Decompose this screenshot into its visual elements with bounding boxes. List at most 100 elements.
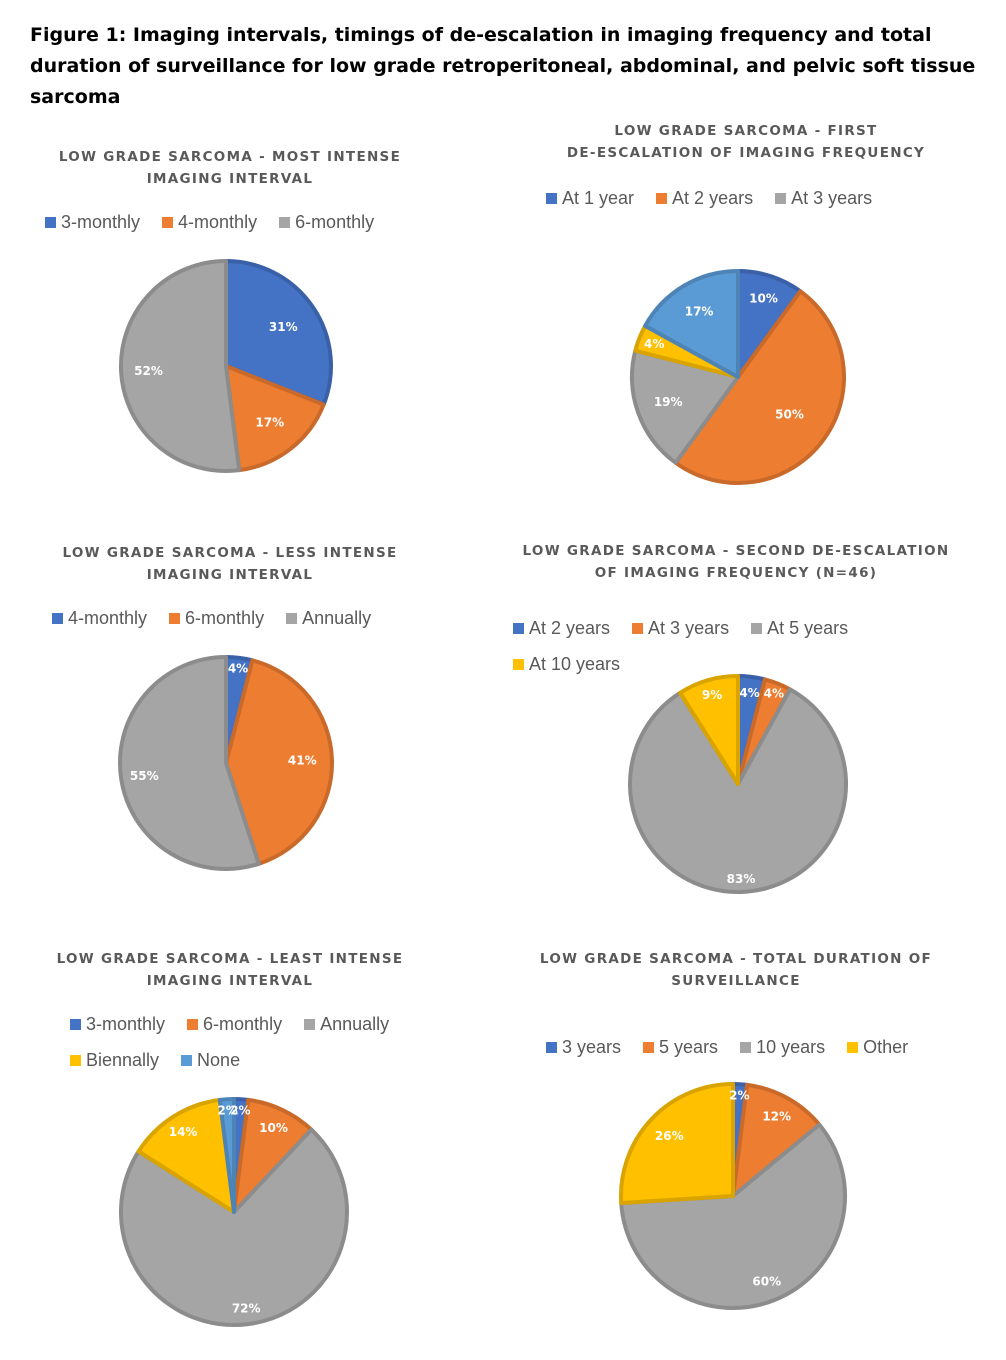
legend-swatch	[279, 217, 291, 228]
slice-data-label: 14%	[169, 1125, 198, 1139]
slice-data-label: 2%	[217, 1104, 237, 1118]
slice-data-label: 55%	[130, 769, 159, 783]
slice-data-label: 50%	[775, 407, 804, 421]
legend-swatch	[546, 193, 557, 204]
pie-chart: 4% 4% 83% 9%	[628, 674, 848, 894]
chart-title: LOW GRADE SARCOMA - SECOND DE-ESCALATION…	[506, 540, 966, 584]
chart-title: LOW GRADE SARCOMA - FIRST DE-ESCALATION O…	[516, 120, 976, 164]
legend-label: Annually	[302, 608, 372, 628]
slice-data-label: 41%	[288, 754, 317, 768]
slice-data-label: 2%	[230, 1104, 250, 1118]
chart-legend: 3-monthly 6-monthly Annually Biennally None	[70, 1006, 540, 1078]
pie-slice	[136, 1097, 236, 1214]
legend-label: 5 years	[659, 1037, 719, 1057]
legend-label: At 2 years	[672, 188, 754, 208]
legend-item: None	[181, 1042, 240, 1078]
pie-slice	[224, 364, 326, 473]
slice-data-label: 12%	[762, 1110, 791, 1124]
legend-item: Other	[847, 1029, 908, 1065]
slice-data-label: 72%	[232, 1301, 261, 1315]
legend-item: At 3 years	[632, 610, 729, 646]
slice-data-label: 4%	[739, 686, 759, 700]
legend-row: Biennally None	[70, 1042, 540, 1078]
pie-slice	[678, 674, 740, 786]
legend-label: 3 years	[562, 1037, 622, 1057]
legend-label: 6-monthly	[295, 212, 375, 232]
legend-item: 10 years	[740, 1029, 825, 1065]
chart-title: LOW GRADE SARCOMA - LEAST INTENSE IMAGING…	[0, 948, 460, 992]
slice-data-label: 4%	[644, 337, 664, 351]
chart-title-line: LOW GRADE SARCOMA - SECOND DE-ESCALATION	[522, 543, 950, 559]
legend-swatch	[162, 217, 174, 228]
legend-label: At 3 years	[791, 188, 873, 208]
legend-label: Annually	[320, 1014, 390, 1034]
legend-item: 3 years	[546, 1029, 621, 1065]
legend-swatch	[45, 217, 56, 228]
slice-data-label: 17%	[255, 415, 284, 429]
pie-slice	[643, 269, 740, 379]
slice-data-label: 10%	[749, 291, 778, 305]
legend-swatch	[643, 1042, 655, 1053]
legend-swatch	[286, 613, 298, 624]
chart-title-line: SURVEILLANCE	[671, 973, 801, 989]
legend-swatch	[847, 1042, 859, 1053]
pie-slice	[731, 1082, 822, 1198]
chart-title: LOW GRADE SARCOMA - TOTAL DURATION OF SUR…	[506, 948, 966, 992]
legend-swatch	[740, 1042, 752, 1053]
legend-swatch	[169, 613, 181, 624]
chart-legend: At 1 year At 2 years At 3 years	[546, 180, 1006, 216]
legend-label: At 2 years	[529, 618, 611, 638]
legend-item: At 5 years	[751, 610, 848, 646]
chart-title-line: LOW GRADE SARCOMA - MOST INTENSE	[58, 149, 402, 165]
chart-title: LOW GRADE SARCOMA - LESS INTENSE IMAGING …	[0, 542, 460, 586]
legend-item: At 2 years	[513, 610, 610, 646]
chart-title-line: IMAGING INTERVAL	[146, 567, 314, 583]
legend-swatch	[513, 623, 524, 634]
legend-row: 4-monthly 6-monthly Annually	[52, 600, 522, 636]
pie-slice	[224, 658, 334, 866]
legend-swatch	[656, 193, 668, 204]
slice-data-label: 60%	[752, 1274, 781, 1288]
legend-item: Annually	[286, 600, 371, 636]
figure-title: Figure 1: Imaging intervals, timings of …	[30, 24, 976, 108]
chart-title-line: IMAGING INTERVAL	[146, 171, 314, 187]
legend-label: Other	[863, 1037, 909, 1057]
chart-title-line: LOW GRADE SARCOMA - LESS INTENSE	[62, 545, 398, 561]
legend-item: At 3 years	[775, 180, 872, 216]
chart-title-line: DE-ESCALATION OF IMAGING FREQUENCY	[566, 145, 926, 161]
chart-legend: 3-monthly 4-monthly 6-monthly	[45, 204, 515, 240]
pie-chart: 10% 50% 19% 4% 17%	[630, 269, 846, 485]
legend-swatch	[513, 659, 524, 670]
legend-item: 3-monthly	[70, 1006, 165, 1042]
legend-swatch	[52, 613, 63, 624]
slice-data-label: 31%	[269, 320, 298, 334]
legend-item: Annually	[304, 1006, 389, 1042]
legend-item: Biennally	[70, 1042, 159, 1078]
legend-label: At 3 years	[648, 618, 730, 638]
pie-chart: 31% 17% 52%	[119, 259, 333, 473]
slice-data-label: 52%	[134, 364, 163, 378]
legend-label: 4-monthly	[178, 212, 258, 232]
slice-data-label: 4%	[228, 661, 248, 675]
legend-swatch	[751, 623, 763, 634]
slice-data-label: 4%	[764, 687, 784, 701]
legend-row: 3 years 5 years 10 years Other	[546, 1029, 1006, 1065]
legend-item: 6-monthly	[169, 600, 264, 636]
chart-title-line: LOW GRADE SARCOMA - FIRST	[614, 123, 878, 139]
legend-label: 4-monthly	[68, 608, 148, 628]
legend-label: Biennally	[86, 1050, 160, 1070]
chart-title: LOW GRADE SARCOMA - MOST INTENSE IMAGING …	[0, 146, 460, 190]
legend-label: At 10 years	[529, 654, 621, 674]
pie-slice	[630, 348, 740, 465]
legend-swatch	[775, 193, 787, 204]
legend-swatch	[304, 1019, 316, 1030]
slice-data-label: 19%	[654, 395, 683, 409]
legend-row: 3-monthly 4-monthly 6-monthly	[45, 204, 515, 240]
legend-item: At 2 years	[656, 180, 753, 216]
legend-label: 6-monthly	[185, 608, 265, 628]
legend-item: 4-monthly	[52, 600, 147, 636]
pie-slice	[224, 259, 333, 407]
legend-row: 3-monthly 6-monthly Annually	[70, 1006, 540, 1042]
chart-legend: 4-monthly 6-monthly Annually	[52, 600, 522, 636]
legend-label: At 5 years	[767, 618, 849, 638]
